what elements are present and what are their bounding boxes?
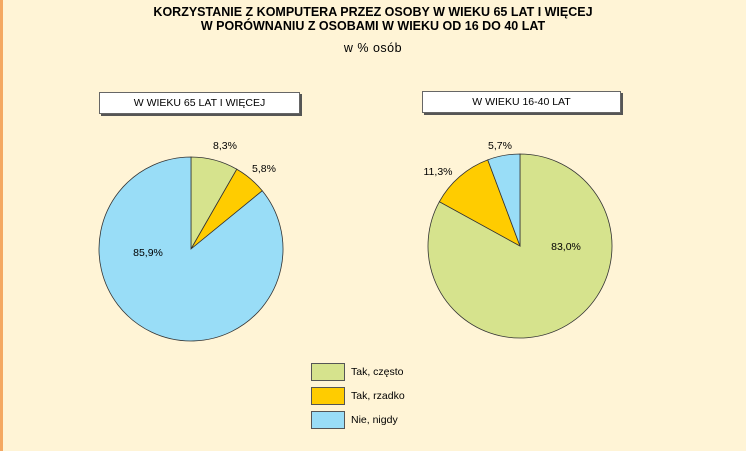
left-pie-slice-nie-nigdy [98,156,284,342]
chart-title-line-1: KORZYSTANIE Z KOMPUTERA PRZEZ OSOBY W WI… [153,5,593,19]
right-pie-label-nie-nigdy: 5,7% [488,140,512,152]
legend-label-tak-rzadko: Tak, rzadko [351,390,405,402]
legend-item-tak-czesto: Tak, często [311,363,404,381]
legend-item-tak-rzadko: Tak, rzadko [311,387,405,405]
right-pie-label-tak-czesto: 83,0% [551,241,581,253]
left-edge-stripe [0,0,3,451]
left-pie-title: W WIEKU 65 LAT I WIĘCEJ [99,92,300,114]
chart-subtitle: w % osób [343,41,403,55]
chart-title-line-2: W PORÓWNANIU Z OSOBAMI W WIEKU OD 16 DO … [200,19,546,33]
legend-swatch-tak-czesto [311,363,345,381]
legend-item-nie-nigdy: Nie, nigdy [311,411,398,429]
legend-swatch-tak-rzadko [311,387,345,405]
left-pie-label-tak-czesto: 8,3% [213,140,237,152]
legend-label-tak-czesto: Tak, często [351,366,404,378]
right-pie-title: W WIEKU 16-40 LAT [422,91,621,113]
right-pie-label-tak-rzadko: 11,3% [424,166,453,178]
left-pie-label-tak-rzadko: 5,8% [252,163,276,175]
legend-label-nie-nigdy: Nie, nigdy [351,414,398,426]
right-pie-slice-nie-nigdy [487,153,521,247]
right-pie-slice-tak-rzadko [438,159,521,247]
legend-swatch-nie-nigdy [311,411,345,429]
left-pie-label-nie-nigdy: 85,9% [133,247,163,259]
